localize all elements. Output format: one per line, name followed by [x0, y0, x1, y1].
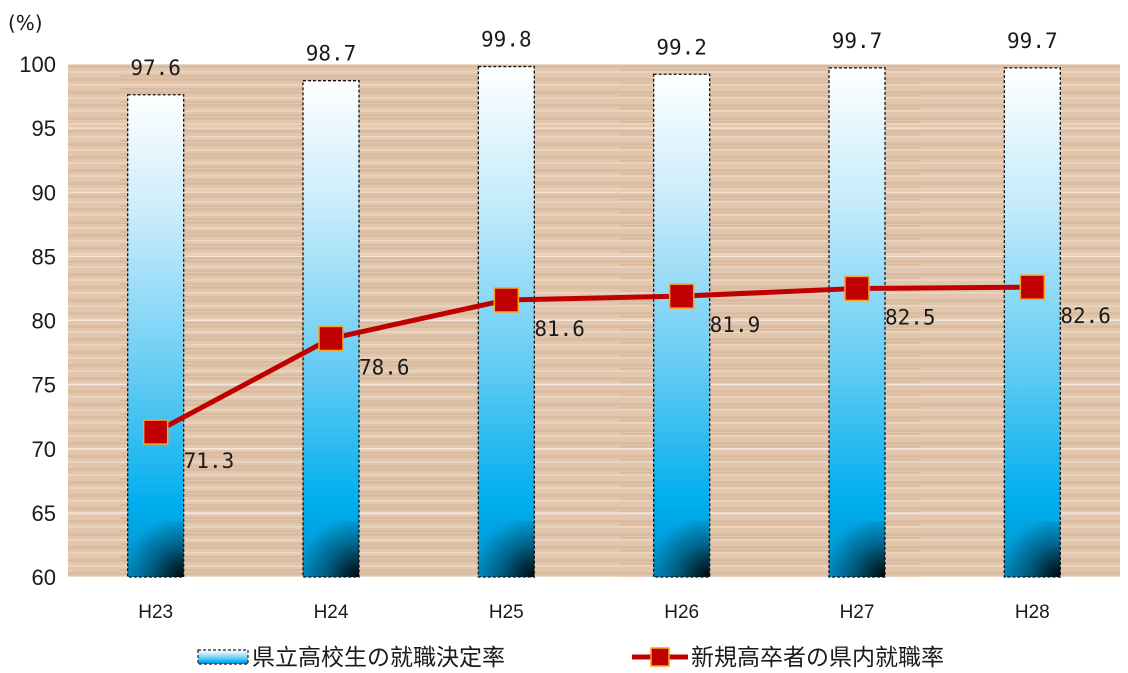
legend-label-line: 新規高卒者の県内就職率 — [691, 645, 944, 671]
y-axis-ticks: 60 65 70 75 80 85 90 95 100 — [19, 52, 56, 590]
bar-shade — [1004, 521, 1061, 577]
y-tick-label: 75 — [32, 373, 56, 398]
bar — [127, 94, 185, 578]
bar-shade — [829, 521, 885, 577]
bar-shade — [303, 521, 359, 577]
y-tick-label: 90 — [32, 180, 56, 205]
bar-fill — [829, 67, 885, 577]
bar — [828, 67, 886, 578]
bar-fill — [127, 94, 184, 577]
bar-fill — [1004, 67, 1061, 577]
legend: 県立高校生の就職決定率 新規高卒者の県内就職率 — [197, 645, 944, 671]
y-axis-unit-label: (%) — [8, 11, 43, 35]
bar — [653, 73, 711, 578]
bar — [302, 80, 360, 578]
bar-outline — [127, 94, 185, 578]
series-line — [154, 284, 1033, 435]
y-tick-label: 70 — [32, 437, 56, 462]
bar-shade — [653, 521, 710, 577]
legend-line-marker — [650, 647, 670, 667]
bar-outline — [828, 67, 886, 578]
bar-value-label: 98.7 — [306, 42, 357, 66]
y-tick-label: 80 — [32, 309, 56, 334]
bar-outline — [477, 65, 535, 578]
line-value-label: 82.6 — [1060, 304, 1111, 328]
bar-value-label: 97.6 — [130, 56, 181, 80]
line-point-marker — [844, 275, 870, 302]
bar-fill — [478, 66, 535, 577]
legend-label-bar: 県立高校生の就職決定率 — [252, 645, 505, 671]
x-tick-label: H27 — [840, 602, 875, 623]
bar — [477, 65, 535, 578]
line-value-label: 78.6 — [359, 355, 410, 379]
line-value-label: 71.3 — [184, 449, 235, 473]
x-tick-label: H28 — [1015, 602, 1050, 623]
legend-item-line: 新規高卒者の県内就職率 — [632, 645, 944, 671]
y-tick-label: 65 — [32, 501, 56, 526]
line-point-marker — [142, 419, 169, 445]
bar — [1003, 67, 1061, 578]
bar-shade — [127, 521, 184, 577]
x-tick-label: H26 — [664, 602, 699, 623]
bar-value-label: 99.7 — [1007, 29, 1058, 53]
line-point-marker — [1019, 274, 1046, 300]
bar-value-label: 99.7 — [832, 29, 883, 53]
y-tick-label: 60 — [32, 565, 56, 590]
legend-bar-swatch — [197, 649, 249, 665]
y-tick-label: 100 — [19, 52, 56, 77]
line-value-label: 81.9 — [710, 313, 761, 337]
bar-series: 97.6 98.7 99.8 99.2 99.7 99.7 — [127, 28, 1061, 578]
line-series: 71.3 78.6 81.6 81.9 82.5 82.6 — [142, 274, 1111, 473]
line-value-label: 82.5 — [885, 305, 936, 329]
x-tick-label: H25 — [489, 602, 524, 623]
bar-outline — [1003, 67, 1061, 578]
line-point-marker — [668, 283, 695, 309]
x-tick-label: H23 — [138, 602, 173, 623]
bar-outline — [653, 73, 711, 578]
legend-item-bar: 県立高校生の就職決定率 — [197, 645, 505, 671]
y-tick-label: 85 — [32, 244, 56, 269]
line-point-marker — [493, 287, 520, 313]
bar-fill — [653, 74, 710, 577]
bar-value-label: 99.2 — [656, 35, 707, 59]
line-value-label: 81.6 — [534, 317, 585, 341]
y-tick-label: 95 — [32, 116, 56, 141]
x-axis-labels: H23 H24 H25 H26 H27 H28 — [138, 602, 1050, 623]
bar-outline — [302, 80, 360, 578]
bar-value-label: 99.8 — [481, 28, 532, 52]
bar-shade — [478, 521, 535, 577]
line-point-marker — [318, 325, 344, 352]
x-tick-label: H24 — [314, 602, 349, 623]
